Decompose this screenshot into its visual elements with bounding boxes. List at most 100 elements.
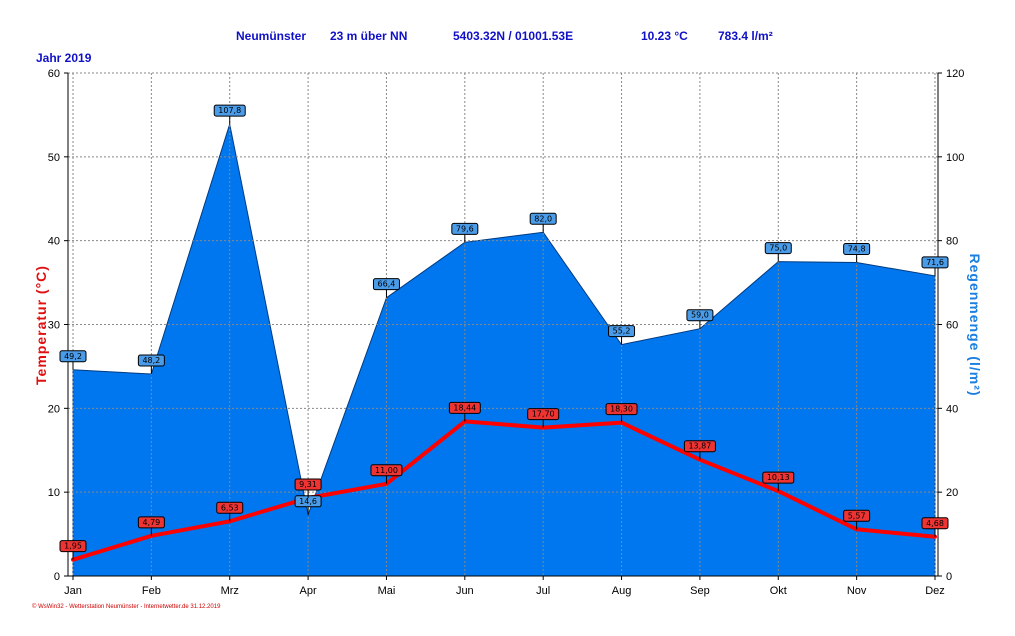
y2-tick-label: 0 <box>946 571 952 583</box>
rain-value-label: 66,4 <box>372 278 400 298</box>
label-text: 71,6 <box>926 258 944 267</box>
year-label: Jahr 2019 <box>36 51 92 65</box>
y-tick-label: 50 <box>48 152 60 164</box>
temperature-value-label: 5,57 <box>843 509 871 530</box>
header-mean-temp: 10.23 °C <box>641 29 688 43</box>
label-box <box>137 516 165 529</box>
label-text: 1,95 <box>64 542 82 551</box>
y2-tick-label: 60 <box>946 320 958 332</box>
x-tick-label: Mai <box>378 585 396 597</box>
rain-value-label: 74,8 <box>843 242 871 263</box>
grid <box>68 72 938 576</box>
temperature-value-label: 17,70 <box>527 408 560 428</box>
label-text: 48,2 <box>142 356 160 365</box>
label-box <box>921 517 949 530</box>
label-text: 18,30 <box>610 405 633 414</box>
y-axis-title: Temperatur (°C) <box>33 265 49 385</box>
rain-area-fill <box>72 123 936 577</box>
label-text: 55,2 <box>613 327 631 336</box>
temperature-value-label: 18,30 <box>605 403 638 423</box>
footer-credit: © WsWin32 - Wetterstation Neumünster - I… <box>32 603 221 610</box>
label-box <box>764 242 792 255</box>
temperature-value-label: 10,13 <box>762 471 795 492</box>
y-tick-label: 40 <box>48 236 60 248</box>
label-text: 4,79 <box>142 518 160 527</box>
label-box <box>59 540 87 553</box>
label-text: 59,0 <box>691 311 709 320</box>
x-tick-label: Jun <box>456 585 474 597</box>
y-tick-label: 0 <box>54 571 60 583</box>
label-text: 107,8 <box>218 106 241 115</box>
x-tick-label: Aug <box>612 585 632 597</box>
x-tick-label: Apr <box>300 585 317 597</box>
axes: 0 10 20 30 40 50 60 0 20 40 60 80 100 120 Jan Feb Mrz Apr… <box>48 68 965 597</box>
x-tick-label: Dez <box>925 585 945 597</box>
label-text: 49,2 <box>64 352 82 361</box>
label-box <box>608 325 636 338</box>
y2-tick-label: 80 <box>946 236 958 248</box>
label-box <box>843 509 871 522</box>
x-tick-label: Jan <box>64 585 82 597</box>
label-text: 14,6 <box>299 497 317 506</box>
y2-tick-label: 20 <box>946 487 958 499</box>
temperature-value-label: 13,87 <box>683 440 716 460</box>
label-text: 17,70 <box>532 410 555 419</box>
x-tick-label: Nov <box>847 585 867 597</box>
x-tick-label: Sep <box>690 585 710 597</box>
x-tick-label: Feb <box>142 585 161 597</box>
x-tick-label: Okt <box>770 585 787 597</box>
rain-value-label: 75,0 <box>764 242 792 262</box>
label-box <box>448 401 481 414</box>
label-box <box>762 471 795 484</box>
temperature-value-label: 9,31 <box>294 478 322 498</box>
y2-axis-title: Regenmenge (l/m²) <box>967 253 983 396</box>
rain-value-label: 55,2 <box>608 325 636 345</box>
label-box <box>216 501 244 514</box>
label-text: 82,0 <box>534 214 552 223</box>
temperature-value-label: 1,95 <box>59 540 87 560</box>
y-tick-label: 60 <box>48 68 60 80</box>
y2-tick-label: 100 <box>946 152 964 164</box>
rain-value-label: 49,2 <box>59 350 87 370</box>
label-box <box>213 104 246 117</box>
label-box <box>683 440 716 453</box>
label-box <box>686 309 714 322</box>
label-box <box>921 256 949 269</box>
label-box <box>451 222 479 235</box>
label-text: 10,13 <box>767 473 790 482</box>
label-box <box>370 464 403 477</box>
rain-value-label: 59,0 <box>686 309 714 329</box>
label-box <box>372 278 400 291</box>
temperature-value-label: 11,00 <box>370 464 403 484</box>
y2-tick-label: 40 <box>946 403 958 415</box>
rain-value-label: 107,8 <box>213 104 246 125</box>
label-text: 9,31 <box>299 480 317 489</box>
rain-value-label: 71,6 <box>921 256 949 276</box>
header-station: Neumünster <box>236 29 306 43</box>
temperature-value-label: 6,53 <box>216 501 244 522</box>
temperature-value-label: 4,68 <box>921 517 949 537</box>
header-altitude: 23 m über NN <box>330 29 407 43</box>
y-tick-label: 10 <box>48 487 60 499</box>
label-box <box>843 242 871 255</box>
header-coords: 5403.32N / 01001.53E <box>453 29 573 43</box>
rain-value-label: 79,6 <box>451 222 479 243</box>
y-tick-label: 20 <box>48 403 60 415</box>
header-precip-total: 783.4 l/m² <box>718 29 773 43</box>
label-box <box>527 408 560 421</box>
temperature-series-line <box>72 419 936 562</box>
label-text: 79,6 <box>456 224 474 233</box>
label-text: 66,4 <box>378 280 396 289</box>
y-tick-label: 30 <box>48 320 60 332</box>
label-box <box>294 478 322 491</box>
y2-tick-label: 120 <box>946 68 964 80</box>
label-text: 74,8 <box>848 244 866 253</box>
label-text: 11,00 <box>375 466 398 475</box>
x-tick-label: Mrz <box>221 585 239 597</box>
rain-value-label: 48,2 <box>137 354 165 374</box>
x-tick-label: Jul <box>536 585 550 597</box>
rain-area <box>72 123 936 577</box>
temperature-value-label: 4,79 <box>137 516 165 536</box>
